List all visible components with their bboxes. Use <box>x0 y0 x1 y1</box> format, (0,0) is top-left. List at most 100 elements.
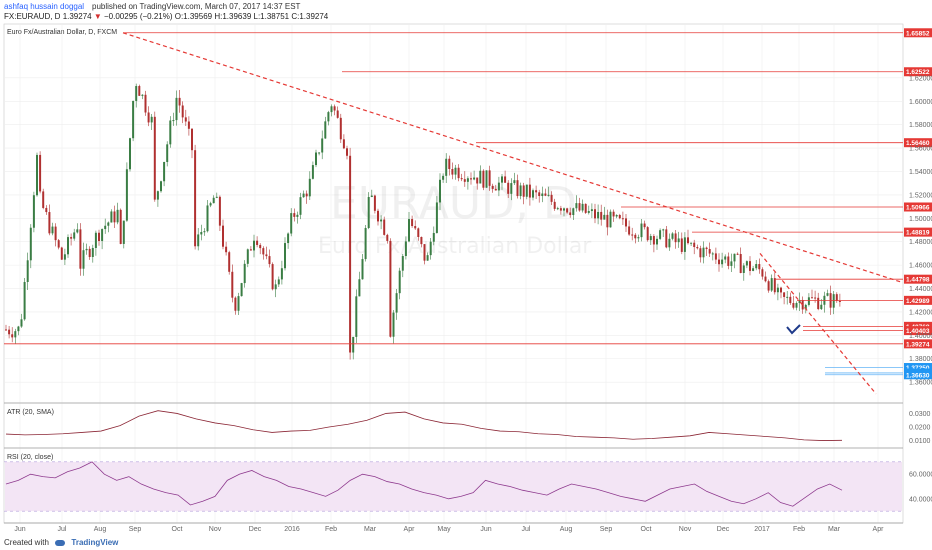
candle-body <box>680 238 683 252</box>
candle-body <box>200 232 203 235</box>
candle-body <box>569 212 572 216</box>
time-tick-label: Jun <box>480 526 491 533</box>
candle-body <box>457 167 460 179</box>
candle-body <box>386 234 389 241</box>
open-value: O:1.39569 <box>174 12 213 21</box>
candle-body <box>702 247 705 258</box>
candle-body <box>838 300 841 302</box>
candle-body <box>625 218 627 227</box>
candle-body <box>612 211 615 217</box>
candle-body <box>11 334 14 338</box>
low-value: L:1.38751 <box>253 12 290 21</box>
candle-body <box>296 214 299 217</box>
candle-body <box>163 161 166 182</box>
candle-body <box>504 176 507 183</box>
atr-tick-label: 0.0100 <box>909 438 931 445</box>
candle-body <box>714 253 717 260</box>
time-tick-label: May <box>437 526 451 533</box>
candle-body <box>798 299 801 304</box>
time-tick-label: Dec <box>717 526 730 533</box>
candle-body <box>51 226 54 234</box>
candle-body <box>284 243 286 269</box>
candle-body <box>755 264 758 269</box>
candle-body <box>32 195 35 228</box>
candle-body <box>138 86 141 96</box>
candle-body <box>45 207 48 213</box>
candle-body <box>380 219 383 222</box>
candle-body <box>528 184 531 198</box>
candle-body <box>835 294 838 301</box>
candle-body <box>342 139 345 149</box>
level-price-label: 1.62522 <box>906 69 930 76</box>
candle-body <box>110 211 113 223</box>
tradingview-logo-icon <box>55 539 66 546</box>
candle-body <box>761 269 764 277</box>
candle-body <box>513 180 516 184</box>
candle-body <box>302 193 305 198</box>
price-tick-label: 1.40000 <box>909 333 932 340</box>
candle-body <box>786 296 789 298</box>
candle-body <box>411 219 414 227</box>
candle-body <box>218 196 221 226</box>
candle-body <box>621 218 624 220</box>
atr-line <box>5 410 843 441</box>
level-price-label: 1.50966 <box>906 204 930 211</box>
candle-body <box>656 238 658 245</box>
time-axis[interactable]: Jun Jul Aug Sep Oct Nov Dec 2016 Feb Mar Apr May Jun… <box>14 526 884 533</box>
time-tick-label: 2016 <box>284 526 300 533</box>
candle-body <box>420 237 423 245</box>
candle-body <box>116 209 119 223</box>
candle-body <box>488 170 491 186</box>
tradingview-brand[interactable]: TradingView <box>71 538 119 547</box>
candle-body <box>36 154 38 196</box>
candle-body <box>705 247 708 250</box>
candle-body <box>401 256 404 271</box>
candle-body <box>597 211 600 219</box>
candle-body <box>14 331 17 338</box>
price-tick-label: 1.60000 <box>909 99 932 106</box>
candle-body <box>125 169 128 221</box>
candle-body <box>48 212 51 234</box>
rsi-band <box>5 461 902 512</box>
candle-body <box>544 193 547 196</box>
candle-body <box>476 177 479 184</box>
price-tick-label: 1.46000 <box>909 263 932 270</box>
candle-body <box>553 201 556 209</box>
candle-body <box>708 249 711 254</box>
candle-body <box>600 211 603 220</box>
candle-body <box>20 319 23 327</box>
candle-body <box>262 248 265 255</box>
price-tick-label: 1.54000 <box>909 169 932 176</box>
candle-body <box>259 244 262 249</box>
trendlines[interactable] <box>122 32 904 395</box>
candle-body <box>119 209 122 244</box>
candle-body <box>615 214 618 217</box>
level-price-tag <box>904 67 932 77</box>
candle-body <box>739 253 742 273</box>
candle-body <box>203 231 206 233</box>
candle-body <box>42 191 45 208</box>
candle-body <box>414 226 417 229</box>
candle-body <box>454 167 457 175</box>
candle-body <box>178 97 181 106</box>
candle-body <box>764 276 767 282</box>
candle-body <box>807 297 810 305</box>
candle-body <box>652 236 655 245</box>
watermark-symbol: EURAUD, D <box>330 178 577 229</box>
created-with: Created with <box>4 538 49 547</box>
candle-body <box>268 256 271 265</box>
candle-body <box>308 178 311 197</box>
candle-body <box>677 238 680 243</box>
time-tick-label: Nov <box>679 526 692 533</box>
candle-body <box>646 227 649 241</box>
price-axis[interactable]: 1.62000 1.60000 1.58000 1.56000 1.54000 1.520… <box>909 75 932 386</box>
candle-body <box>767 281 770 291</box>
candle-body <box>98 232 100 241</box>
candle-body <box>206 205 209 232</box>
author-name[interactable]: ashfaq hussain doggal <box>4 2 85 11</box>
candle-body <box>222 225 224 247</box>
candle-body <box>8 329 11 335</box>
candle-body <box>147 112 150 123</box>
candle-body <box>497 182 500 191</box>
